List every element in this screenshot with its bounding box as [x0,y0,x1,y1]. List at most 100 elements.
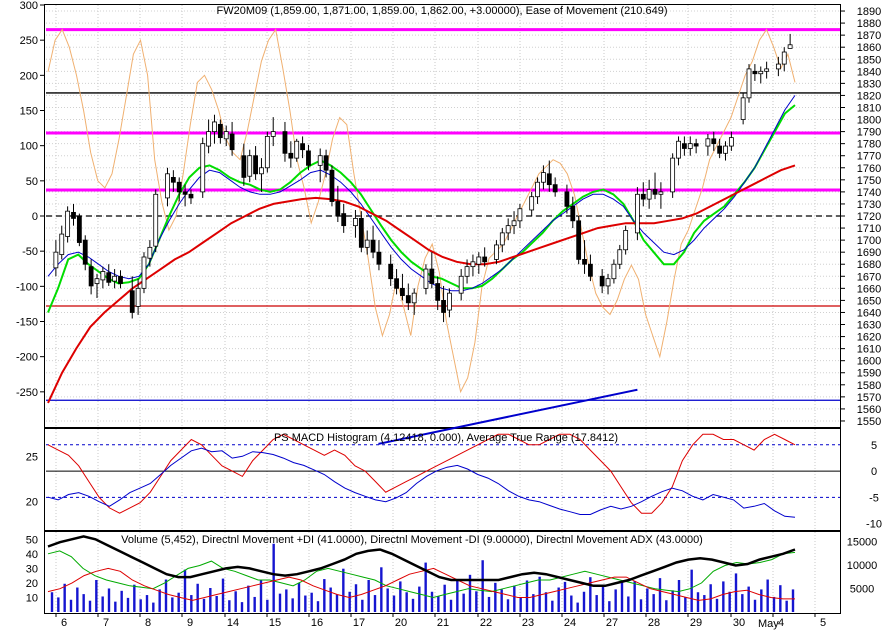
left-tick-label: 300 [20,0,38,12]
volume-bar [50,592,54,612]
candle-body [740,97,746,120]
volume-bar [316,601,320,612]
volume-bar [620,582,624,612]
volume-bar [304,595,307,612]
volume-bar [532,594,535,612]
candle-body [376,251,382,265]
x-tick-label: 16 [311,617,323,629]
volume-bar [481,560,484,612]
candle-body [129,290,135,313]
x-tick-label: 28 [648,617,660,629]
grid [46,5,840,612]
candle-body [552,184,558,193]
right-tick-label: 1690 [857,247,881,259]
x-tick-label: 5 [820,617,826,629]
left-tick-label: 40 [26,549,38,561]
volume-bar [684,597,687,612]
x-tick-label: 9 [187,617,193,629]
volume-bar [627,596,630,612]
volume-bar [741,594,744,612]
volume-bar [722,581,725,612]
candle-body [535,181,540,198]
volume-bar [576,602,579,612]
overlay-line [47,104,796,313]
candle-body [470,261,476,268]
price-panel-title: FW20M09 (1,859.00, 1,871.00, 1,859.00, 1… [217,5,668,17]
candle-body [764,68,770,72]
candle-body [652,189,658,195]
right-tick-label: 1850 [857,54,881,66]
left-tick-label: -150 [16,317,38,329]
volume-bar [82,594,85,612]
volume-bar [557,587,560,612]
candle-body [693,143,699,147]
x-tick-label: 23 [522,617,534,629]
left-tick-label: 25 [26,451,38,463]
right-tick-label: 1840 [857,66,881,78]
right-tick-label: 1560 [857,404,881,416]
candle-body [676,140,681,159]
right-tick-label: -10 [866,519,882,531]
candle-body [482,256,488,263]
volume-bar [367,580,370,612]
volume-bar [747,586,750,612]
left-tick-label: 20 [26,578,38,590]
volume-bar [696,592,700,612]
x-tick-label: 27 [606,617,618,629]
right-tick-label: 1860 [857,42,881,54]
volume-bar [791,589,795,612]
right-tick-label: 15000 [847,536,878,548]
right-tick-label: 1640 [857,307,881,319]
x-tick-label: 29 [690,617,702,629]
volume-bar [449,599,453,612]
right-tick-label: 1740 [857,187,881,199]
right-tick-label: 1890 [857,6,881,18]
volume-bar [177,592,180,612]
left-tick-label: 20 [26,497,38,509]
volume-bar [652,594,655,612]
volume-bar [582,591,586,612]
candles [53,33,793,323]
right-tick-label: 1820 [857,90,881,102]
candle-body [658,191,664,195]
right-tick-label: -5 [869,492,879,504]
volume-bar [386,588,389,612]
candle-body [59,233,65,255]
volume-bar [373,595,377,612]
x-tick-label: 8 [145,617,151,629]
volume-bar [209,588,212,612]
trendline [378,388,638,445]
candle-body [223,131,229,140]
left-tick-label: 0 [32,211,38,223]
right-tick-label: 1880 [857,18,881,30]
candle-body [787,44,793,49]
volume-bar [335,594,339,612]
volume-bar [88,600,92,612]
candle-body [106,272,112,283]
candle-body [282,131,288,154]
volume-bar [494,582,497,612]
right-tick-label: 1570 [857,392,881,404]
volume-bar [76,587,79,612]
candle-body [541,172,546,183]
candle-body [118,275,123,284]
overlay-line [47,164,796,404]
volume-bar [519,597,522,612]
volume-bar [361,599,364,612]
candle-body [576,220,582,260]
x-tick-label: 21 [437,617,449,629]
volume-bar [253,596,256,612]
candle-body [717,145,723,154]
volume-bar [595,595,598,612]
candle-body [141,256,147,289]
volume-bar [164,579,168,612]
volume-bar [544,592,548,612]
right-tick-label: 1800 [857,115,881,127]
right-tick-label: 1670 [857,271,881,283]
volume-bar [126,597,130,612]
candle-body [253,155,258,175]
volume-bar [329,587,332,612]
right-tick-label: 1750 [857,175,881,187]
volume-bar [462,593,465,612]
volume-bar [291,598,294,612]
